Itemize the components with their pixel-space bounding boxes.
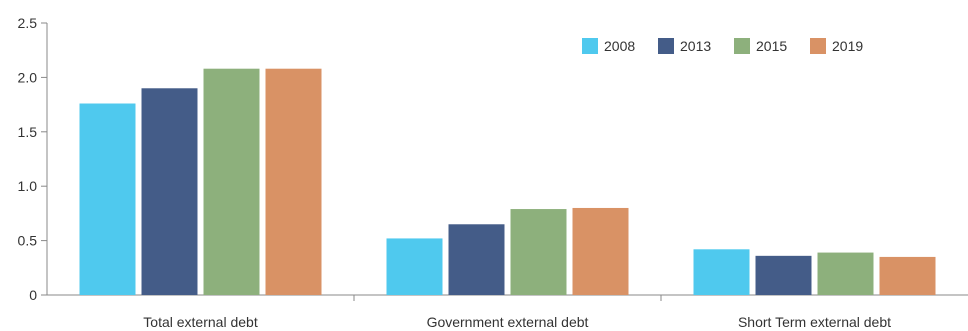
bar-2008-1 xyxy=(386,238,443,295)
legend-swatch-2008 xyxy=(582,38,598,54)
y-tick-label: 0 xyxy=(29,287,37,303)
bar-2019-0 xyxy=(265,68,322,295)
y-tick-label: 0.5 xyxy=(18,233,38,249)
category-label: Government external debt xyxy=(427,314,589,330)
bar-2013-1 xyxy=(448,224,505,295)
bar-2019-2 xyxy=(879,256,936,295)
bar-2008-0 xyxy=(79,103,136,296)
legend-swatch-2019 xyxy=(810,38,826,54)
y-tick-label: 2.5 xyxy=(18,15,38,31)
bar-2019-1 xyxy=(572,207,629,295)
category-label: Short Term external debt xyxy=(738,314,891,330)
legend-swatch-2015 xyxy=(734,38,750,54)
legend-label-2008: 2008 xyxy=(604,38,635,54)
legend-label-2019: 2019 xyxy=(832,38,863,54)
legend-label-2013: 2013 xyxy=(680,38,711,54)
bar-2015-0 xyxy=(203,68,260,295)
legend: 2008 2013 2015 2019 xyxy=(582,38,863,54)
bar-2013-2 xyxy=(755,255,812,295)
bar-2015-2 xyxy=(817,252,874,295)
y-tick-label: 1.5 xyxy=(18,124,38,140)
bars xyxy=(79,68,936,296)
y-axis: 0 0.5 1.0 1.5 2.0 2.5 xyxy=(18,15,48,303)
bar-2013-0 xyxy=(141,88,198,295)
x-axis: Total external debt Government external d… xyxy=(47,294,968,330)
legend-swatch-2013 xyxy=(658,38,674,54)
category-label: Total external debt xyxy=(143,314,258,330)
legend-label-2015: 2015 xyxy=(756,38,787,54)
y-tick-label: 1.0 xyxy=(18,178,38,194)
bar-2015-1 xyxy=(510,209,567,295)
bar-2008-2 xyxy=(693,249,750,295)
y-tick-label: 2.0 xyxy=(18,69,38,85)
